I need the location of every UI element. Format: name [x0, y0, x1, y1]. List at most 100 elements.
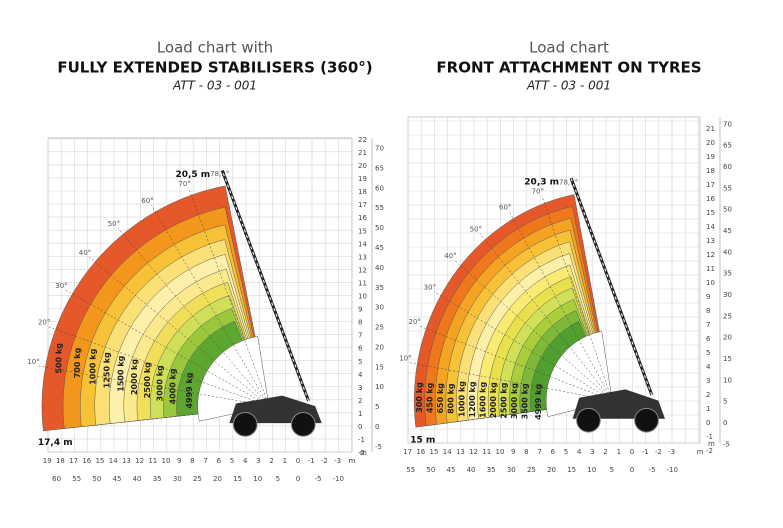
y-tick-label-m: -2 — [706, 447, 713, 455]
y-tick-label-m: 18 — [706, 167, 715, 175]
y-tick-label-m: 17 — [706, 181, 715, 189]
y-tick-label-m: 2 — [358, 397, 362, 405]
x-tick-label-m: 6 — [217, 457, 222, 465]
angle-line — [433, 291, 613, 401]
x-tick-label-m: 1 — [617, 448, 621, 456]
x-tick-label-ft: 55 — [72, 475, 81, 483]
angle-label: 10° — [399, 355, 411, 363]
y-tick-label-m: 3 — [706, 377, 710, 385]
chart-subtitle: FULLY EXTENDED STABILISERS (360°) — [57, 59, 372, 77]
max-reach-label: 15 m — [410, 435, 435, 445]
x-tick-label-m: 12 — [135, 457, 144, 465]
x-tick-label-ft: 15 — [567, 466, 576, 474]
angle-line — [479, 233, 613, 401]
x-tick-label-ft: 10 — [587, 466, 596, 474]
load-label: 300 kg — [415, 382, 424, 413]
x-tick-label-ft: 40 — [467, 466, 476, 474]
x-tick-label-ft: 25 — [527, 466, 536, 474]
angle-label: 20° — [408, 318, 420, 326]
x-tick-label-m: 19 — [43, 457, 52, 465]
y-tick-label-ft: 45 — [723, 227, 732, 235]
x-tick-label-ft: 45 — [446, 466, 455, 474]
y-tick-label-ft: 25 — [375, 324, 384, 332]
angle-label: 70° — [178, 180, 190, 188]
x-tick-label-m: 2 — [603, 448, 607, 456]
y-tick-label-ft: 30 — [723, 291, 732, 299]
angle-label: 70° — [532, 187, 544, 195]
y-tick-label-ft: 35 — [723, 270, 732, 278]
y-tick-label-m: 21 — [358, 149, 367, 157]
angle-label: 10° — [27, 358, 39, 366]
load-label: 1000 kg — [88, 348, 97, 384]
x-tick-label-m: 8 — [524, 448, 528, 456]
x-tick-label-ft: 60 — [52, 475, 61, 483]
load-label: 2500 kg — [500, 382, 509, 418]
x-tick-label-m: 9 — [511, 448, 515, 456]
y-tick-label-ft: 40 — [723, 248, 732, 256]
x-tick-label-ft: 55 — [406, 466, 415, 474]
wheel — [290, 412, 316, 437]
load-label: 1250 kg — [102, 352, 111, 388]
load-label: 4000 kg — [168, 368, 177, 404]
y-tick-label-ft: 0 — [723, 419, 727, 427]
x-tick-label-ft: 10 — [253, 475, 262, 483]
angle-line — [37, 365, 270, 407]
y-tick-label-m: 3 — [358, 384, 362, 392]
x-tick-label-m: 17 — [403, 448, 412, 456]
x-tick-label-ft: 25 — [193, 475, 202, 483]
y-tick-label-m: 20 — [358, 162, 367, 170]
y-tick-label-m: 5 — [706, 349, 710, 357]
x-tick-label-m: 13 — [456, 448, 465, 456]
x-tick-label-m: 1 — [283, 457, 287, 465]
x-tick-label-ft: 5 — [610, 466, 614, 474]
x-tick-label-m: 4 — [243, 457, 248, 465]
x-tick-label-ft: 30 — [173, 475, 182, 483]
angle-line — [418, 325, 613, 401]
y-tick-label-m: -1 — [358, 436, 365, 444]
x-tick-label-ft: -10 — [333, 475, 344, 483]
load-label: 3000 kg — [510, 383, 519, 419]
y-tick-label-ft: 30 — [375, 304, 384, 312]
load-label: 500 kg — [54, 343, 63, 374]
x-tick-label-m: -3 — [668, 448, 675, 456]
x-tick-label-ft: 20 — [213, 475, 222, 483]
x-tick-label-m: 0 — [630, 448, 634, 456]
x-tick-label-m: 12 — [469, 448, 478, 456]
y-unit-label: m — [360, 449, 367, 457]
load-label: 1200 kg — [468, 381, 477, 417]
chart-code: ATT - 03 - 001 — [172, 79, 257, 93]
y-tick-label-m: 4 — [706, 363, 711, 371]
angle-label: 40° — [79, 249, 91, 257]
x-tick-label-m: 15 — [430, 448, 439, 456]
x-tick-label-ft: 15 — [233, 475, 242, 483]
angle-label: 50° — [470, 225, 482, 233]
y-tick-label-m: 13 — [358, 253, 367, 261]
angle-line — [117, 228, 270, 407]
y-tick-label-ft: 45 — [375, 244, 384, 252]
angle-line — [188, 187, 270, 407]
load-label: 1000 kg — [457, 381, 466, 417]
y-tick-label-m: 9 — [358, 306, 362, 314]
x-tick-label-ft: 50 — [92, 475, 101, 483]
y-tick-label-m: 22 — [358, 136, 367, 144]
load-label: 800 kg — [447, 383, 456, 414]
load-chart-panel: Load chart FRONT ATTACHMENT ON TYRES ATT -… — [399, 39, 732, 475]
y-tick-label-m: 12 — [706, 251, 715, 259]
y-tick-label-m: 15 — [358, 227, 367, 235]
angle-line — [65, 289, 270, 407]
angle-label: 50° — [108, 220, 120, 228]
y-tick-label-m: 1 — [358, 410, 362, 418]
x-tick-label-m: 5 — [230, 457, 234, 465]
x-tick-label-m: 11 — [148, 457, 157, 465]
y-tick-label-m: 10 — [706, 279, 715, 287]
y-tick-label-m: 6 — [706, 335, 711, 343]
load-label: 2000 kg — [489, 382, 498, 418]
load-label: 700 kg — [73, 347, 82, 378]
x-tick-label-m: 16 — [82, 457, 91, 465]
x-tick-label-m: 14 — [443, 448, 452, 456]
x-tick-label-m: 11 — [482, 448, 491, 456]
x-tick-label-m: -1 — [308, 457, 315, 465]
y-tick-label-m: 7 — [358, 332, 362, 340]
y-tick-label-m: 11 — [358, 279, 367, 287]
angle-line — [151, 204, 270, 407]
